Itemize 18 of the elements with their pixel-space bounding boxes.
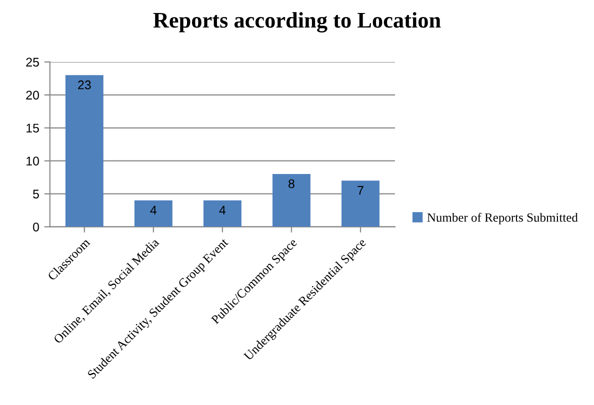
- bar: [342, 180, 380, 227]
- y-tick-label: 15: [26, 124, 39, 133]
- y-tick-label: 20: [26, 90, 39, 100]
- bar: [272, 174, 310, 227]
- bar: [65, 75, 104, 227]
- y-tick-label: 0: [33, 222, 39, 232]
- data-label: 23: [78, 80, 91, 90]
- y-tick-label: 5: [33, 190, 39, 198]
- chart-title: Reports according to Location: [153, 12, 441, 32]
- data-label: 7: [358, 186, 364, 195]
- data-label: 4: [150, 206, 157, 214]
- data-label: 8: [288, 179, 294, 188]
- bar: [134, 200, 172, 227]
- data-label: 4: [219, 206, 226, 214]
- y-tick-label: 10: [26, 156, 39, 166]
- legend-label: Number of Reports Submitted: [427, 212, 578, 224]
- y-tick-label: 25: [26, 58, 39, 67]
- bar: [203, 200, 242, 227]
